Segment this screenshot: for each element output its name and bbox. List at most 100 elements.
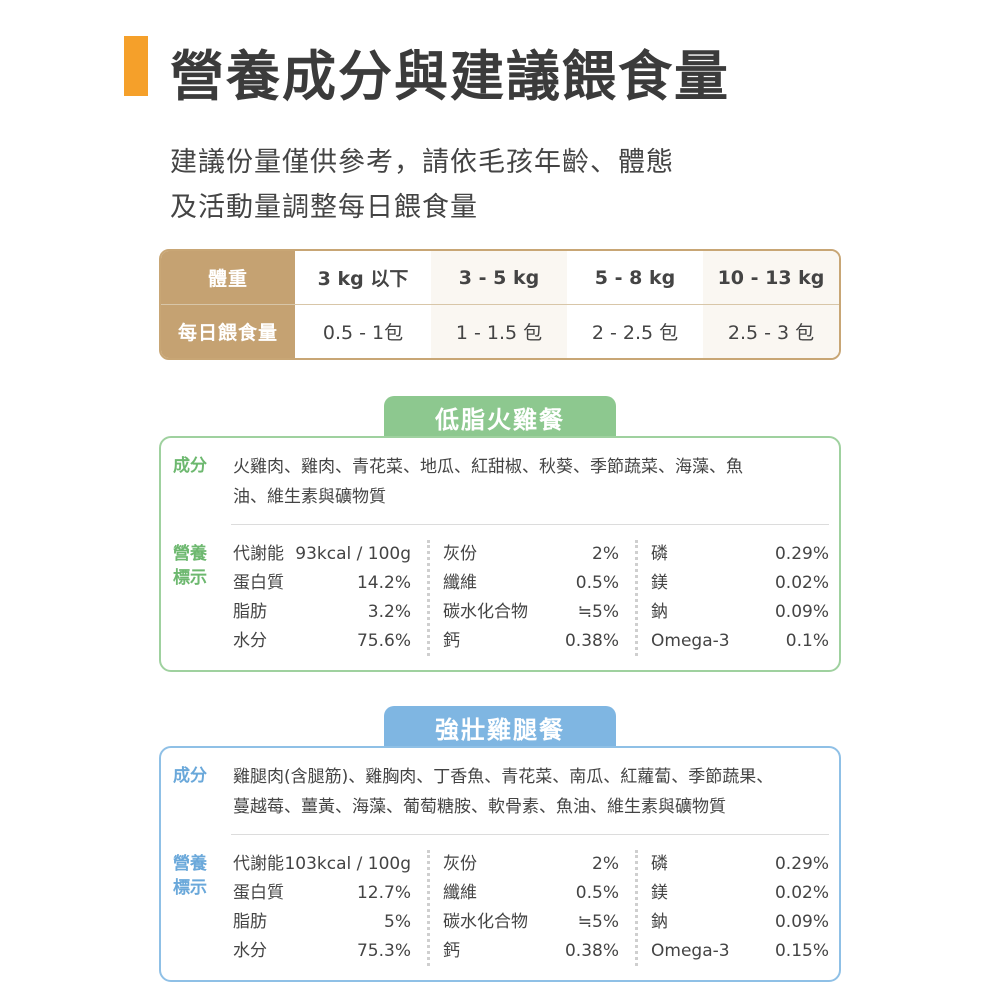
nutrient-name: 代謝能 [233, 854, 284, 874]
nutrient-value: 0.15% [774, 941, 829, 961]
nutrition-row: 代謝能 93kcal / 100g 灰份 2% 磷 0.29% [233, 540, 833, 569]
nutrient-value: 14.2% [356, 573, 411, 593]
section-divider [231, 834, 829, 835]
nutrient-name: 灰份 [443, 544, 477, 564]
nutrient-value: 0.1% [785, 631, 829, 651]
feeding-weight-cell: 5 - 8 kg [594, 266, 676, 289]
nutrient-name: 碳水化合物 [443, 602, 528, 622]
feeding-weight-cell: 10 - 13 kg [703, 251, 839, 304]
nutrient-name: 脂肪 [233, 912, 267, 932]
ingredients-label: 成分 [173, 766, 207, 786]
feeding-amount-cell: 2 - 2.5 包 [591, 322, 679, 344]
nutrition-label-line: 營養 [173, 854, 207, 874]
nutrient-value: ≒5% [577, 602, 619, 622]
nutrition-table: 代謝能 93kcal / 100g 灰份 2% 磷 0.29% 蛋白質 14.2% 纖維 0.5%… [233, 540, 833, 656]
nutrition-label: 營養 標示 [173, 852, 207, 900]
nutrition-row: 代謝能 103kcal / 100g 灰份 2% 磷 0.29% [233, 850, 833, 879]
product-name-tag: 低脂火雞餐 [384, 396, 616, 438]
nutrition-row: 水分 75.3% 鈣 0.38% Omega-3 0.15% [233, 937, 833, 966]
nutrition-row: 蛋白質 12.7% 纖維 0.5% 鎂 0.02% [233, 879, 833, 908]
nutrient-value: 75.3% [356, 941, 411, 961]
product-name-tag: 強壯雞腿餐 [384, 706, 616, 748]
title-accent-bar [124, 36, 148, 96]
nutrient-value: 103kcal / 100g [284, 854, 411, 874]
nutrition-row: 脂肪 5% 碳水化合物 ≒5% 鈉 0.09% [233, 908, 833, 937]
feeding-amount-cell: 0.5 - 1包 [322, 322, 404, 344]
nutrient-value: 0.29% [774, 544, 829, 564]
nutrient-value: 2% [592, 544, 619, 564]
nutrition-row: 水分 75.6% 鈣 0.38% Omega-3 0.1% [233, 627, 833, 656]
feeding-table: 體重 3 kg 以下 3 - 5 kg 5 - 8 kg 10 - 13 kg … [159, 249, 841, 360]
nutrient-value: 0.38% [564, 941, 619, 961]
feeding-amount-cell: 2.5 - 3 包 [703, 305, 839, 358]
nutrient-name: 水分 [233, 941, 267, 961]
feeding-weight-cell: 3 kg 以下 [317, 268, 409, 290]
ingredients-text: 火雞肉、雞肉、青花菜、地瓜、紅甜椒、秋葵、季節蔬菜、海藻、魚 油、維生素與礦物質 [233, 452, 833, 512]
nutrient-name: 鎂 [651, 883, 668, 903]
nutrient-value: 75.6% [356, 631, 411, 651]
nutrient-name: 鈣 [443, 941, 460, 961]
nutrition-row: 脂肪 3.2% 碳水化合物 ≒5% 鈉 0.09% [233, 598, 833, 627]
column-divider [427, 540, 430, 656]
feeding-amount-header: 每日餵食量 [161, 305, 295, 358]
nutrition-row: 蛋白質 14.2% 纖維 0.5% 鎂 0.02% [233, 569, 833, 598]
nutrition-label: 營養 標示 [173, 542, 207, 590]
ingredients-label: 成分 [173, 456, 207, 476]
nutrient-value: 3.2% [367, 602, 411, 622]
page-title: 營養成分與建議餵食量 [170, 45, 730, 108]
column-divider [635, 850, 638, 966]
column-divider [427, 850, 430, 966]
nutrient-value: 0.02% [774, 573, 829, 593]
nutrient-name: 磷 [651, 544, 668, 564]
nutrient-name: 代謝能 [233, 544, 284, 564]
nutrient-value: 0.02% [774, 883, 829, 903]
nutrition-label-line: 營養 [173, 544, 207, 564]
nutrition-table: 代謝能 103kcal / 100g 灰份 2% 磷 0.29% 蛋白質 12.7% 纖維 0.5… [233, 850, 833, 966]
ingredients-text: 雞腿肉(含腿筋)、雞胸肉、丁香魚、青花菜、南瓜、紅蘿蔔、季節蔬果、 蔓越莓、薑黃… [233, 762, 833, 822]
feeding-weight-row: 體重 3 kg 以下 3 - 5 kg 5 - 8 kg 10 - 13 kg [161, 251, 839, 304]
ingredients-line: 火雞肉、雞肉、青花菜、地瓜、紅甜椒、秋葵、季節蔬菜、海藻、魚 [233, 457, 743, 477]
nutrient-name: Omega-3 [651, 631, 730, 651]
nutrient-name: 纖維 [443, 573, 477, 593]
nutrient-value: 5% [384, 912, 411, 932]
nutrient-name: 磷 [651, 854, 668, 874]
nutrient-value: 12.7% [356, 883, 411, 903]
nutrient-value: 0.09% [774, 602, 829, 622]
nutrient-name: 纖維 [443, 883, 477, 903]
nutrition-label-line: 標示 [173, 878, 207, 898]
feeding-amount-row: 每日餵食量 0.5 - 1包 1 - 1.5 包 2 - 2.5 包 2.5 -… [161, 305, 839, 358]
ingredients-line: 雞腿肉(含腿筋)、雞胸肉、丁香魚、青花菜、南瓜、紅蘿蔔、季節蔬果、 [233, 767, 774, 787]
feeding-divider [161, 304, 839, 305]
intro-line-1: 建議份量僅供參考，請依毛孩年齡、體態 [170, 147, 674, 178]
nutrient-value: 0.38% [564, 631, 619, 651]
nutrient-name: 蛋白質 [233, 573, 284, 593]
nutrient-name: 鎂 [651, 573, 668, 593]
nutrient-name: 脂肪 [233, 602, 267, 622]
nutrient-name: 碳水化合物 [443, 912, 528, 932]
nutrient-name: 灰份 [443, 854, 477, 874]
feeding-weight-cell: 3 - 5 kg [431, 251, 567, 304]
nutrient-name: Omega-3 [651, 941, 730, 961]
ingredients-line: 油、維生素與礦物質 [233, 487, 386, 507]
nutrient-value: 0.29% [774, 854, 829, 874]
nutrient-value: ≒5% [577, 912, 619, 932]
nutrition-label-line: 標示 [173, 568, 207, 588]
feeding-amount-cell: 1 - 1.5 包 [431, 305, 567, 358]
product-info-box: 成分 火雞肉、雞肉、青花菜、地瓜、紅甜椒、秋葵、季節蔬菜、海藻、魚 油、維生素與… [159, 436, 841, 672]
feeding-weight-header: 體重 [161, 251, 295, 304]
column-divider [635, 540, 638, 656]
intro-line-2: 及活動量調整每日餵食量 [170, 192, 478, 223]
nutrient-value: 0.09% [774, 912, 829, 932]
nutrient-name: 水分 [233, 631, 267, 651]
nutrient-name: 鈉 [651, 912, 668, 932]
ingredients-line: 蔓越莓、薑黃、海藻、葡萄糖胺、軟骨素、魚油、維生素與礦物質 [233, 797, 726, 817]
nutrient-value: 2% [592, 854, 619, 874]
nutrient-value: 0.5% [575, 573, 619, 593]
nutrient-name: 鈉 [651, 602, 668, 622]
intro-text: 建議份量僅供參考，請依毛孩年齡、體態 及活動量調整每日餵食量 [170, 140, 674, 230]
nutrient-value: 0.5% [575, 883, 619, 903]
nutrient-value: 93kcal / 100g [295, 544, 411, 564]
nutrient-name: 鈣 [443, 631, 460, 651]
product-info-box: 成分 雞腿肉(含腿筋)、雞胸肉、丁香魚、青花菜、南瓜、紅蘿蔔、季節蔬果、 蔓越莓… [159, 746, 841, 982]
section-divider [231, 524, 829, 525]
